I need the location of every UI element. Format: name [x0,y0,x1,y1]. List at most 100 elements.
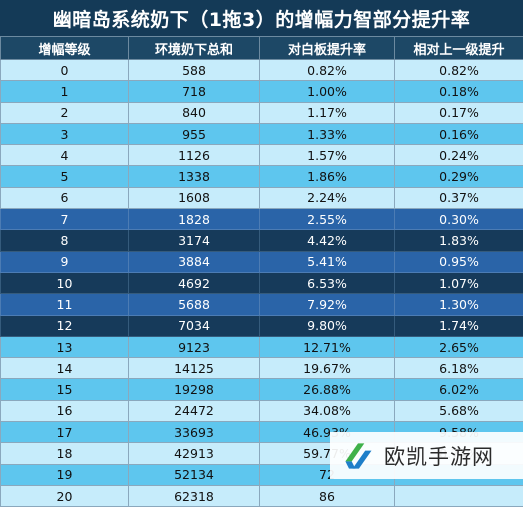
ok-logo-icon [340,438,376,474]
cell-level: 11 [1,294,129,315]
table-header-row: 增幅等级 环境奶下总和 对白板提升率 相对上一级提升 [1,37,523,60]
cell-level: 9 [1,251,129,272]
cell-vs-prev: 5.68% [395,400,523,421]
cell-total: 840 [129,102,260,123]
cell-level: 15 [1,379,129,400]
cell-total: 718 [129,81,260,102]
cell-level: 6 [1,187,129,208]
cell-level: 17 [1,422,129,443]
cell-vs-prev: 0.30% [395,209,523,230]
watermark: 欧凯手游网 [330,432,523,479]
header-total: 环境奶下总和 [129,37,260,60]
cell-total: 1338 [129,166,260,187]
cell-total: 14125 [129,358,260,379]
cell-vs-base: 1.86% [260,166,395,187]
cell-level: 7 [1,209,129,230]
cell-vs-base: 7.92% [260,294,395,315]
cell-level: 5 [1,166,129,187]
cell-vs-prev: 0.37% [395,187,523,208]
cell-total: 42913 [129,443,260,464]
cell-vs-prev: 0.18% [395,81,523,102]
cell-vs-base: 1.57% [260,145,395,166]
cell-vs-prev: 0.16% [395,123,523,144]
cell-level: 13 [1,336,129,357]
cell-vs-base: 86 [260,485,395,506]
header-level: 增幅等级 [1,37,129,60]
cell-total: 3174 [129,230,260,251]
cell-vs-prev: 0.24% [395,145,523,166]
cell-level: 19 [1,464,129,485]
cell-total: 62318 [129,485,260,506]
cell-level: 3 [1,123,129,144]
cell-total: 1126 [129,145,260,166]
cell-vs-base: 1.00% [260,81,395,102]
cell-total: 1608 [129,187,260,208]
cell-level: 10 [1,272,129,293]
cell-total: 955 [129,123,260,144]
cell-level: 12 [1,315,129,336]
cell-level: 8 [1,230,129,251]
cell-level: 0 [1,60,129,81]
cell-vs-base: 6.53% [260,272,395,293]
cell-level: 16 [1,400,129,421]
cell-vs-base: 5.41% [260,251,395,272]
header-vs-prev: 相对上一级提升 [395,37,523,60]
cell-level: 4 [1,145,129,166]
cell-vs-base: 1.33% [260,123,395,144]
cell-level: 2 [1,102,129,123]
page-title: 幽暗岛系统奶下（1拖3）的增幅力智部分提升率 [0,0,523,36]
cell-vs-prev: 1.74% [395,315,523,336]
cell-vs-prev: 6.02% [395,379,523,400]
cell-vs-base: 12.71% [260,336,395,357]
cell-total: 19298 [129,379,260,400]
cell-total: 3884 [129,251,260,272]
cell-vs-prev: 1.07% [395,272,523,293]
cell-total: 4692 [129,272,260,293]
cell-total: 9123 [129,336,260,357]
cell-vs-base: 1.17% [260,102,395,123]
cell-vs-base: 9.80% [260,315,395,336]
cell-vs-base: 2.24% [260,187,395,208]
cell-vs-base: 2.55% [260,209,395,230]
cell-total: 5688 [129,294,260,315]
watermark-text: 欧凯手游网 [384,441,494,471]
cell-vs-prev [395,485,523,506]
cell-vs-prev: 0.17% [395,102,523,123]
cell-level: 14 [1,358,129,379]
cell-vs-base: 4.42% [260,230,395,251]
cell-total: 33693 [129,422,260,443]
cell-total: 52134 [129,464,260,485]
cell-level: 20 [1,485,129,506]
cell-total: 1828 [129,209,260,230]
cell-level: 18 [1,443,129,464]
cell-vs-prev: 0.29% [395,166,523,187]
cell-vs-base: 26.88% [260,379,395,400]
cell-vs-prev: 0.95% [395,251,523,272]
header-vs-base: 对白板提升率 [260,37,395,60]
cell-vs-prev: 6.18% [395,358,523,379]
cell-vs-prev: 1.83% [395,230,523,251]
cell-vs-base: 0.82% [260,60,395,81]
cell-total: 24472 [129,400,260,421]
cell-vs-base: 19.67% [260,358,395,379]
cell-vs-prev: 2.65% [395,336,523,357]
cell-total: 7034 [129,315,260,336]
